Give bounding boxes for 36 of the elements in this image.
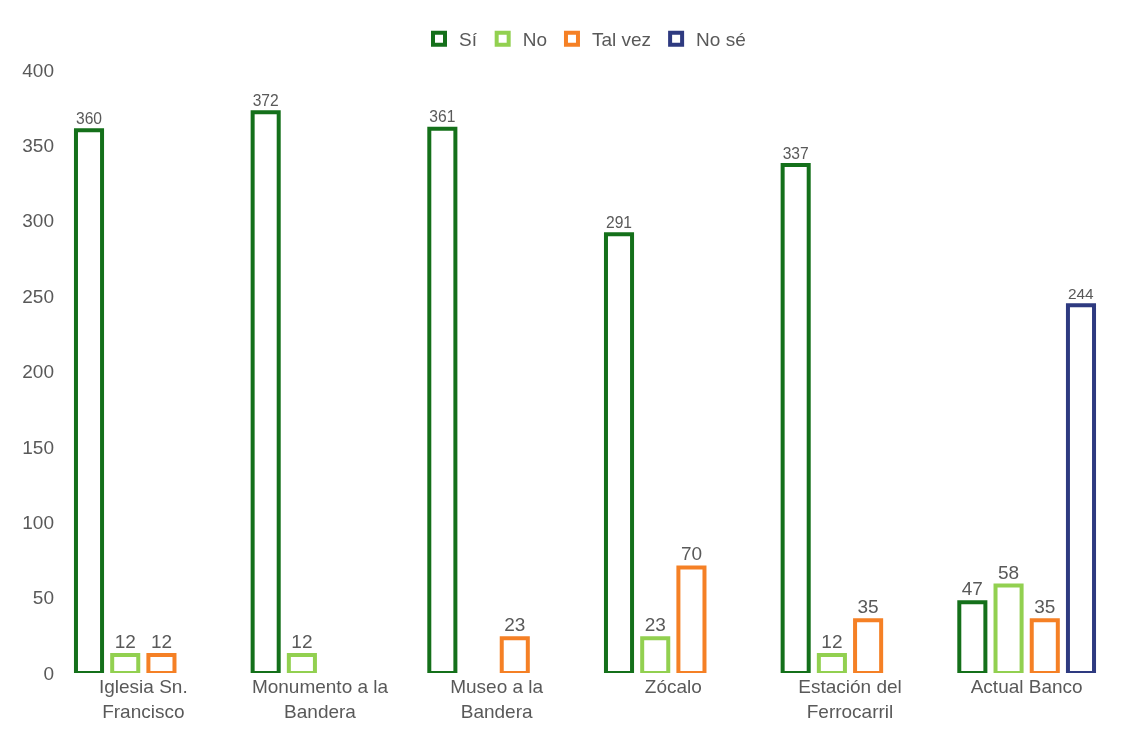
y-tick-label: 100 [22, 511, 54, 533]
data-label: 12 [114, 630, 136, 652]
x-tick-label: Monumento a la Bandera [251, 676, 389, 722]
legend-label: No sé [696, 29, 746, 51]
data-label: 58 [997, 561, 1020, 583]
data-label: 35 [1034, 596, 1056, 618]
y-tick-label: 350 [22, 135, 54, 157]
y-tick-label: 0 [43, 662, 54, 684]
data-label: 35 [857, 596, 879, 618]
data-label: 361 [429, 108, 456, 126]
data-label: 23 [644, 614, 666, 636]
x-tick-label: Zócalo [644, 676, 702, 697]
x-tick-label: Museo a la Bandera [450, 676, 544, 722]
data-label: 244 [1067, 284, 1095, 302]
data-label: 12 [821, 630, 843, 652]
legend-label: No [522, 29, 547, 51]
y-tick-label: 200 [22, 361, 54, 383]
data-label: 360 [75, 110, 103, 128]
data-label: 372 [252, 91, 279, 109]
data-label: 337 [782, 144, 809, 162]
data-label: 23 [504, 614, 526, 636]
y-tick-label: 150 [22, 436, 54, 458]
y-tick-label: 50 [32, 587, 54, 609]
data-label: 291 [605, 214, 633, 232]
legend-label: Sí [459, 29, 478, 51]
data-label: 12 [150, 630, 173, 652]
x-tick-label: Actual Banco [970, 676, 1083, 697]
y-tick-label: 250 [22, 285, 54, 307]
y-tick-label: 300 [22, 210, 54, 232]
x-tick-label: Estación del Ferrocarril [798, 676, 902, 722]
x-tick-label: Iglesia Sn. Francisco [98, 676, 188, 722]
data-label: 70 [680, 543, 703, 565]
data-label: 47 [961, 578, 983, 600]
legend-label: Tal vez [591, 29, 652, 51]
y-tick-label: 400 [22, 59, 54, 81]
data-label: 12 [291, 630, 313, 652]
